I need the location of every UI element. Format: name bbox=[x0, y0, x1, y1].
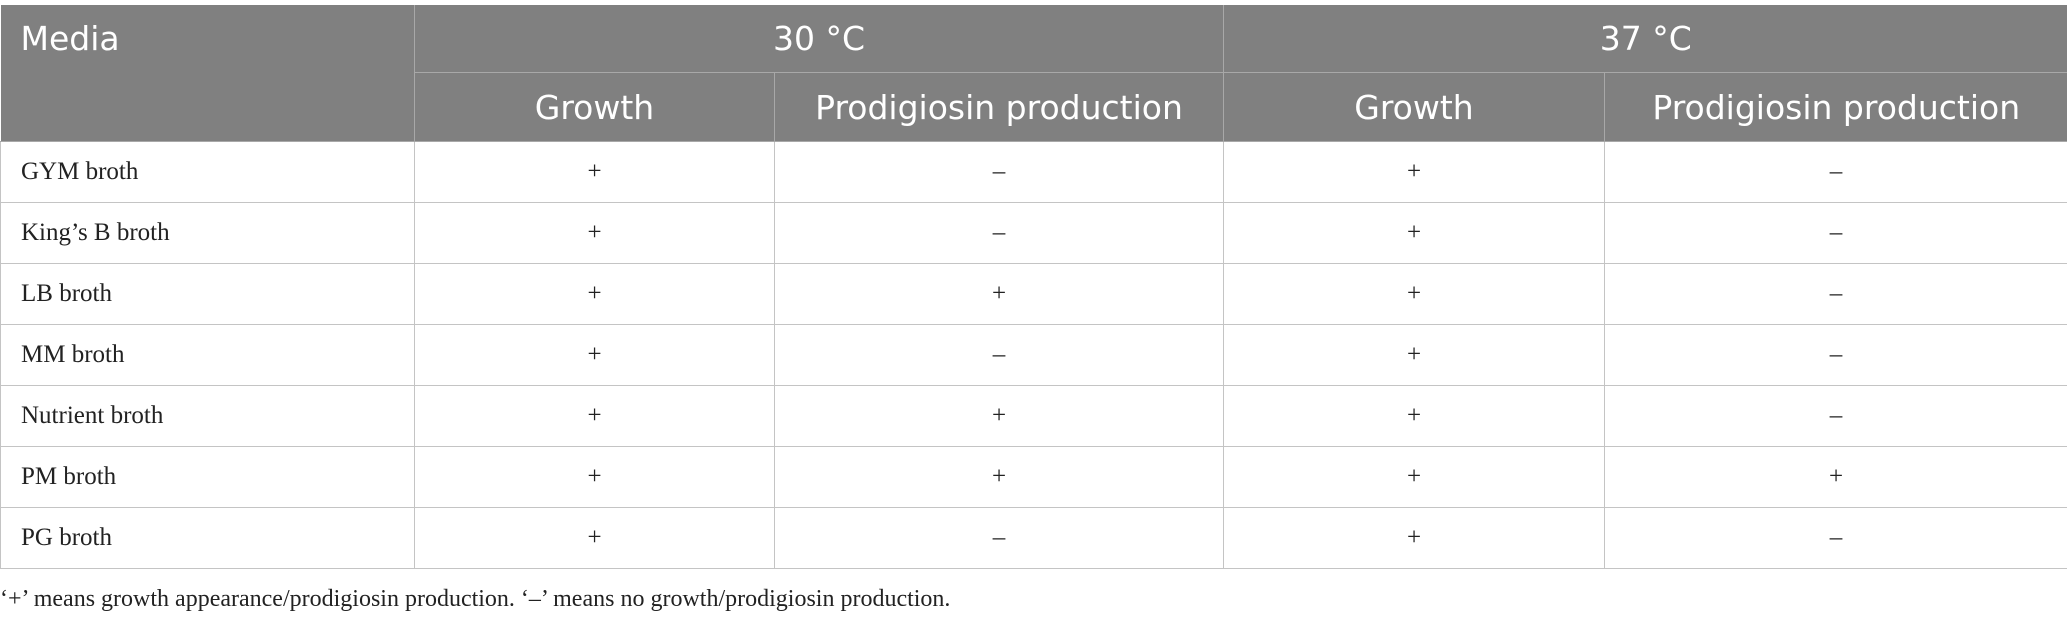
cell: – bbox=[774, 507, 1224, 569]
row-label: King’s B broth bbox=[0, 202, 415, 264]
data-table: Media 30 °C 37 °C Growth Prodigiosin pro… bbox=[0, 5, 2067, 569]
cell: – bbox=[1604, 141, 2067, 203]
cell: + bbox=[1604, 446, 2067, 508]
header-group: 37 °C bbox=[1223, 5, 2067, 73]
header-cell: Media bbox=[0, 5, 415, 142]
table-row: PM broth + + + + bbox=[0, 446, 2067, 508]
cell: + bbox=[1223, 263, 1605, 325]
cell: + bbox=[414, 324, 775, 386]
table-row: PG broth + – + – bbox=[0, 507, 2067, 569]
subheader: Prodigiosin production bbox=[1604, 72, 2067, 142]
row-label: MM broth bbox=[0, 324, 415, 386]
cell: + bbox=[414, 507, 775, 569]
row-label: GYM broth bbox=[0, 141, 415, 203]
cell: + bbox=[414, 263, 775, 325]
table-row: MM broth + – + – bbox=[0, 324, 2067, 386]
cell: + bbox=[1223, 324, 1605, 386]
cell: + bbox=[1223, 385, 1605, 447]
cell: + bbox=[1223, 202, 1605, 264]
header-group: 30 °C bbox=[414, 5, 1224, 73]
subheader: Prodigiosin production bbox=[774, 72, 1224, 142]
cell: + bbox=[774, 446, 1224, 508]
row-label: PM broth bbox=[0, 446, 415, 508]
table-row: Nutrient broth + + + – bbox=[0, 385, 2067, 447]
table-body: GYM broth + – + – King’s B broth + – + – LB broth +… bbox=[0, 141, 2067, 569]
cell: – bbox=[1604, 507, 2067, 569]
cell: – bbox=[774, 141, 1224, 203]
cell: + bbox=[414, 385, 775, 447]
cell: – bbox=[774, 324, 1224, 386]
table-row: King’s B broth + – + – bbox=[0, 202, 2067, 264]
row-label: PG broth bbox=[0, 507, 415, 569]
cell: + bbox=[414, 202, 775, 264]
cell: + bbox=[774, 263, 1224, 325]
cell: – bbox=[1604, 385, 2067, 447]
cell: – bbox=[1604, 263, 2067, 325]
cell: – bbox=[1604, 324, 2067, 386]
cell: – bbox=[774, 202, 1224, 264]
cell: + bbox=[1223, 141, 1605, 203]
cell: + bbox=[1223, 446, 1605, 508]
row-label: Nutrient broth bbox=[0, 385, 415, 447]
cell: – bbox=[1604, 202, 2067, 264]
subheader: Growth bbox=[414, 72, 775, 142]
cell: + bbox=[1223, 507, 1605, 569]
subheader: Growth bbox=[1223, 72, 1605, 142]
cell: + bbox=[414, 141, 775, 203]
table-row: LB broth + + + – bbox=[0, 263, 2067, 325]
row-label: LB broth bbox=[0, 263, 415, 325]
cell: + bbox=[774, 385, 1224, 447]
cell: + bbox=[414, 446, 775, 508]
footnote: ‘+’ means growth appearance/prodigiosin … bbox=[0, 586, 951, 612]
table-row: GYM broth + – + – bbox=[0, 141, 2067, 203]
